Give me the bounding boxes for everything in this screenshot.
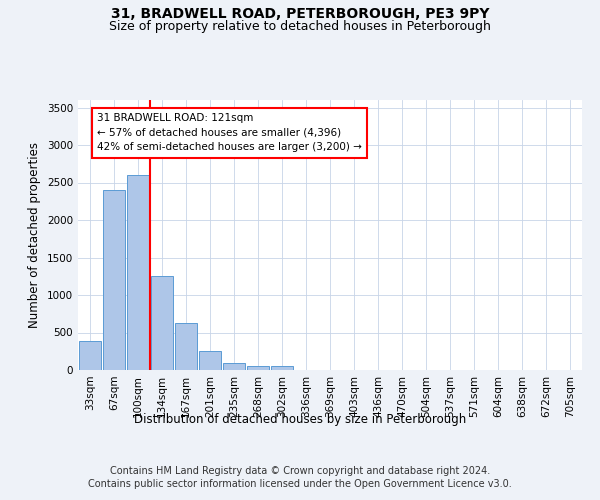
Text: 31, BRADWELL ROAD, PETERBOROUGH, PE3 9PY: 31, BRADWELL ROAD, PETERBOROUGH, PE3 9PY: [111, 8, 489, 22]
Text: Distribution of detached houses by size in Peterborough: Distribution of detached houses by size …: [134, 412, 466, 426]
Text: Contains HM Land Registry data © Crown copyright and database right 2024.: Contains HM Land Registry data © Crown c…: [110, 466, 490, 476]
Bar: [175, 323, 197, 370]
Bar: [247, 366, 269, 370]
Text: Contains public sector information licensed under the Open Government Licence v3: Contains public sector information licen…: [88, 479, 512, 489]
Bar: [79, 341, 101, 370]
Bar: [103, 190, 125, 370]
Bar: [199, 351, 221, 370]
Y-axis label: Number of detached properties: Number of detached properties: [28, 142, 41, 328]
Text: 31 BRADWELL ROAD: 121sqm
← 57% of detached houses are smaller (4,396)
42% of sem: 31 BRADWELL ROAD: 121sqm ← 57% of detach…: [97, 113, 362, 152]
Text: Size of property relative to detached houses in Peterborough: Size of property relative to detached ho…: [109, 20, 491, 33]
Bar: [151, 276, 173, 370]
Bar: [223, 362, 245, 370]
Bar: [271, 366, 293, 370]
Bar: [127, 175, 149, 370]
